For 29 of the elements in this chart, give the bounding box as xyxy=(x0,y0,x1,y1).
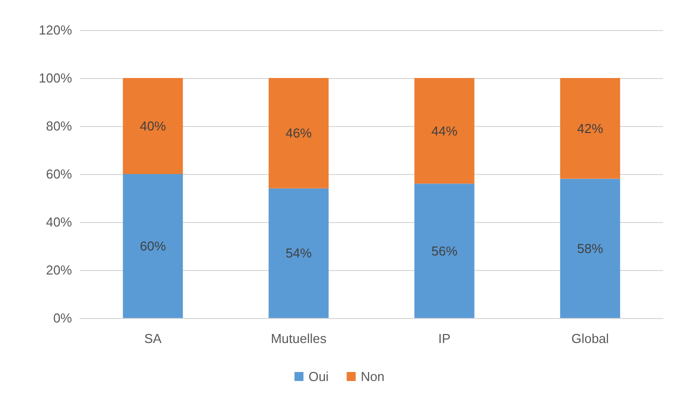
data-label: 42% xyxy=(577,120,604,136)
data-label: 46% xyxy=(286,126,312,141)
y-tick-label: 100% xyxy=(38,70,72,86)
bar xyxy=(414,78,474,184)
y-tick-label: 120% xyxy=(38,22,72,38)
y-tick-label: 60% xyxy=(46,166,72,182)
bar xyxy=(414,184,474,318)
bar xyxy=(122,174,183,318)
bar xyxy=(560,78,620,179)
legend-label: Oui xyxy=(308,369,329,384)
y-tick-label: 20% xyxy=(46,262,72,278)
bar xyxy=(268,188,329,318)
data-label: 60% xyxy=(140,238,166,254)
data-label: 54% xyxy=(286,246,312,261)
x-tick-label: SA xyxy=(144,331,162,346)
x-tick-label: IP xyxy=(438,331,451,346)
data-label: 40% xyxy=(140,118,166,134)
legend-label: Non xyxy=(360,369,385,384)
y-tick-label: 40% xyxy=(46,214,72,230)
data-label: 56% xyxy=(431,243,458,258)
x-tick-label: Global xyxy=(571,331,610,346)
bar xyxy=(122,78,183,174)
x-tick-label: Mutuelles xyxy=(270,331,327,346)
data-label: 58% xyxy=(577,240,604,256)
bar xyxy=(268,78,329,188)
y-tick-label: 0% xyxy=(53,310,72,326)
bar xyxy=(560,178,620,318)
data-label: 44% xyxy=(431,123,458,138)
y-tick-label: 80% xyxy=(46,118,72,134)
